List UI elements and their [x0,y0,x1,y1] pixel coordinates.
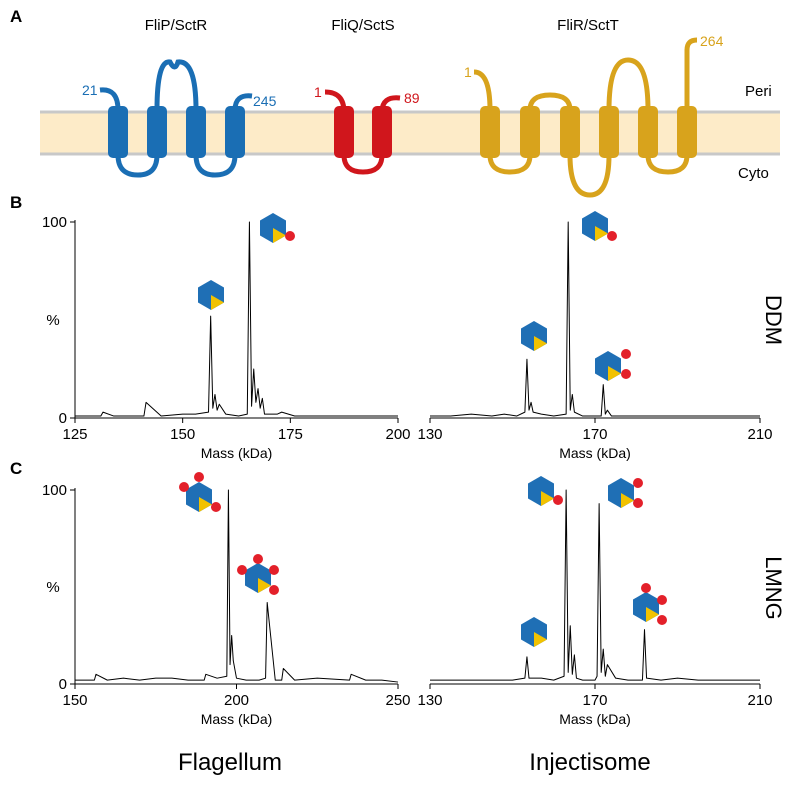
terminus: 89 [404,90,420,106]
protein-name: FliR/SctT [557,17,619,34]
terminus: 21 [82,82,98,98]
condition-label: DDM [761,295,786,345]
condition-label: LMNG [761,556,786,620]
x-tick-label: 130 [417,692,442,709]
fliq-helices [334,106,392,158]
x-tick-label: 170 [582,426,607,443]
terminus: 1 [464,64,472,80]
x-tick-label: 150 [170,426,195,443]
glycan-icons [179,211,667,647]
column-label: Injectisome [529,749,650,776]
flir-loops [473,37,698,198]
x-axis-label: Mass (kDa) [559,711,631,727]
x-axis-label: Mass (kDa) [559,445,631,461]
x-tick-label: 170 [582,692,607,709]
spectrum-line [75,221,398,417]
protein-name: FliP/SctR [145,17,208,34]
y-tick-label: 100 [42,214,67,231]
y-axis-label: % [46,579,59,596]
y-tick-label: 100 [42,482,67,499]
x-tick-label: 175 [278,426,303,443]
terminus: 264 [700,33,724,49]
spectrum-line [430,221,760,417]
terminus: 1 [314,84,322,100]
x-tick-label: 130 [417,426,442,443]
protein-name: FliQ/SctS [331,17,394,34]
x-tick-label: 200 [224,692,249,709]
terminus: 245 [253,93,277,109]
column-label: Flagellum [178,749,282,776]
flir-helices [480,106,697,158]
panel-a: A Peri Cyto FliP/SctR FliQ/SctS FliR/Sct… [10,7,780,198]
x-tick-label: 250 [385,692,410,709]
y-tick-label: 0 [59,410,67,427]
cyto-label: Cyto [738,165,769,182]
spectrum-line [430,489,760,681]
y-tick-label: 0 [59,676,67,693]
x-tick-label: 200 [385,426,410,443]
panel-letter: A [10,7,22,26]
x-axis-label: Mass (kDa) [201,445,273,461]
panel-letter: B [10,193,22,212]
flip-helices [108,106,245,158]
x-axis-label: Mass (kDa) [201,711,273,727]
x-tick-label: 210 [747,692,772,709]
x-tick-label: 125 [62,426,87,443]
panel-letter: C [10,459,22,478]
flip-loops [99,59,253,178]
x-tick-label: 150 [62,692,87,709]
spectrum-line [75,489,399,683]
peri-label: Peri [745,83,772,100]
x-tick-label: 210 [747,426,772,443]
y-axis-label: % [46,312,59,329]
